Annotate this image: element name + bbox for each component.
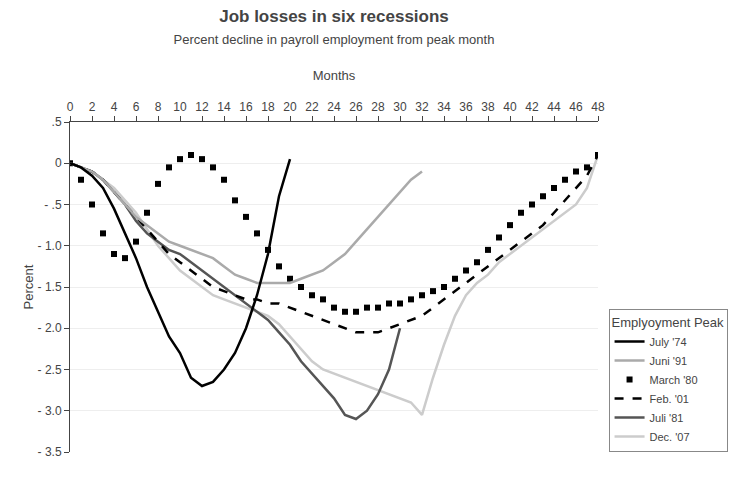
svg-text:Juli '81: Juli '81: [650, 412, 684, 424]
svg-text:- 2.5: - 2.5: [38, 363, 62, 377]
svg-text:16: 16: [239, 100, 253, 114]
svg-text:0: 0: [67, 100, 74, 114]
svg-text:July '74: July '74: [650, 336, 687, 348]
svg-text:.5: .5: [52, 115, 62, 129]
svg-text:28: 28: [371, 100, 385, 114]
svg-text:20: 20: [283, 100, 297, 114]
svg-text:Percent: Percent: [21, 264, 36, 309]
svg-text:8: 8: [155, 100, 162, 114]
svg-text:10: 10: [173, 100, 187, 114]
svg-text:- 1.0: - 1.0: [38, 239, 62, 253]
svg-text:34: 34: [437, 100, 451, 114]
svg-text:Job losses in six recessionsPe: Job losses in six recessionsPercent decl…: [174, 7, 495, 47]
svg-text:42: 42: [525, 100, 539, 114]
svg-text:44: 44: [547, 100, 561, 114]
svg-text:March '80: March '80: [650, 374, 698, 386]
svg-text:22: 22: [305, 100, 319, 114]
svg-text:36: 36: [459, 100, 473, 114]
svg-text:4: 4: [111, 100, 118, 114]
svg-text:Dec. '07: Dec. '07: [650, 431, 690, 443]
svg-text:14: 14: [217, 100, 231, 114]
svg-text:Feb. '01: Feb. '01: [650, 393, 689, 405]
svg-text:32: 32: [415, 100, 429, 114]
svg-text:0: 0: [55, 156, 62, 170]
svg-text:48: 48: [591, 100, 605, 114]
svg-text:Juni '91: Juni '91: [650, 355, 688, 367]
svg-text:2: 2: [89, 100, 96, 114]
svg-text:- 3.5: - 3.5: [38, 445, 62, 459]
svg-text:Emplyoyment Peak: Emplyoyment Peak: [612, 315, 724, 330]
svg-text:40: 40: [503, 100, 517, 114]
svg-text:26: 26: [349, 100, 363, 114]
svg-text:- 2.0: - 2.0: [38, 321, 62, 335]
svg-text:18: 18: [261, 100, 275, 114]
svg-text:- 3.0: - 3.0: [38, 404, 62, 418]
svg-text:30: 30: [393, 100, 407, 114]
svg-text:24: 24: [327, 100, 341, 114]
svg-text:12: 12: [195, 100, 209, 114]
svg-text:Months: Months: [313, 68, 356, 83]
svg-text:6: 6: [133, 100, 140, 114]
svg-text:46: 46: [569, 100, 583, 114]
svg-text:- 1.5: - 1.5: [38, 280, 62, 294]
svg-text:- .5: - .5: [44, 198, 62, 212]
svg-text:38: 38: [481, 100, 495, 114]
